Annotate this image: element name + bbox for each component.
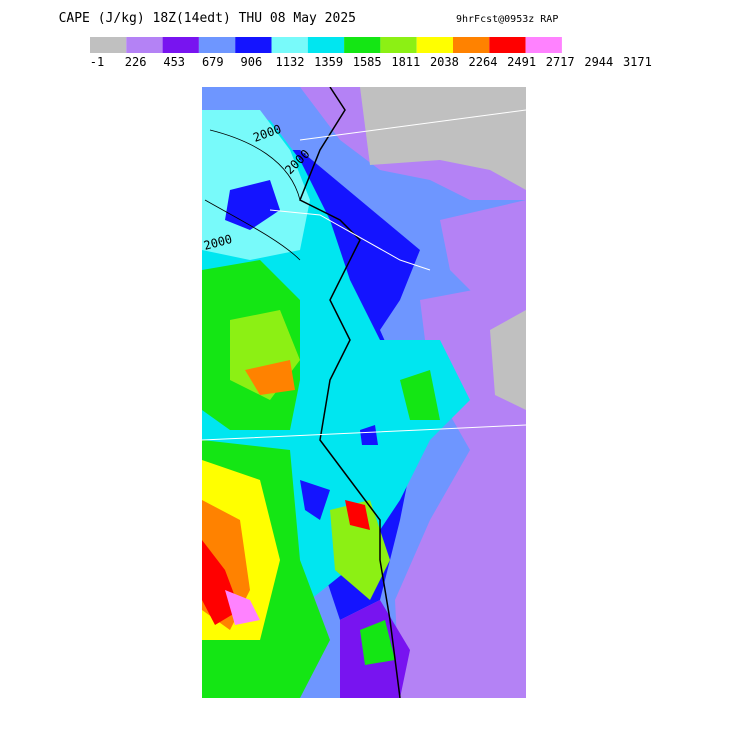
colorbar-label: 1132 <box>276 55 305 69</box>
coastline <box>299 87 401 698</box>
colorbar-swatch <box>380 37 417 53</box>
colorbar-swatch <box>126 37 163 53</box>
map-field <box>330 500 390 600</box>
colorbar-swatch <box>344 37 381 53</box>
colorbar-label: 1359 <box>314 55 343 69</box>
state-line <box>202 424 526 441</box>
colorbar-label: 1811 <box>391 55 420 69</box>
map-field <box>400 370 440 420</box>
colorbar-label: 2944 <box>584 55 613 69</box>
colorbar-swatch <box>525 37 562 53</box>
colorbar-label: 453 <box>163 55 185 69</box>
colorbar-swatch <box>307 37 345 53</box>
colorbar-swatch <box>453 37 490 53</box>
map-field <box>360 425 378 445</box>
map-field <box>345 500 370 530</box>
map-field <box>360 620 395 665</box>
map-field <box>440 200 526 300</box>
colorbar-label: 2491 <box>507 55 536 69</box>
map: 2000 2000 2000 <box>202 87 526 698</box>
subtitle: 9hrFcst@0953z RAP <box>456 14 558 25</box>
map-field <box>360 87 526 190</box>
colorbar-label: -1 <box>90 55 104 69</box>
colorbar-label: 906 <box>241 55 263 69</box>
colorbar-swatch <box>90 37 127 53</box>
contour <box>204 129 301 261</box>
colorbar-label: 679 <box>202 55 224 69</box>
map-field <box>245 360 295 395</box>
colorbar-swatch <box>162 37 199 53</box>
state-line <box>299 109 526 141</box>
colorbar-swatch <box>416 37 453 53</box>
colorbar-label: 2717 <box>546 55 575 69</box>
colorbar-swatch <box>235 37 272 53</box>
colorbar-swatch <box>198 37 236 53</box>
map-field <box>490 310 526 410</box>
colorbar-label: 3171 <box>623 55 652 69</box>
colorbar-label: 1585 <box>353 55 382 69</box>
map-field <box>395 280 526 698</box>
colorbar-swatch <box>271 37 308 53</box>
map-field <box>225 180 280 230</box>
colorbar-swatch <box>489 37 526 53</box>
state-line <box>269 209 431 271</box>
map-field <box>225 590 260 625</box>
map-field <box>300 480 330 520</box>
colorbar-label: 226 <box>125 55 147 69</box>
colorbar: -1 226 453 679 906 1132 1359 1585 1811 2038 2264 24… <box>90 37 652 69</box>
colorbar-label: 2038 <box>430 55 459 69</box>
title: CAPE (J/kg) 18Z(14edt) THU 08 May 2025 <box>59 11 356 26</box>
colorbar-label: 2264 <box>469 55 498 69</box>
